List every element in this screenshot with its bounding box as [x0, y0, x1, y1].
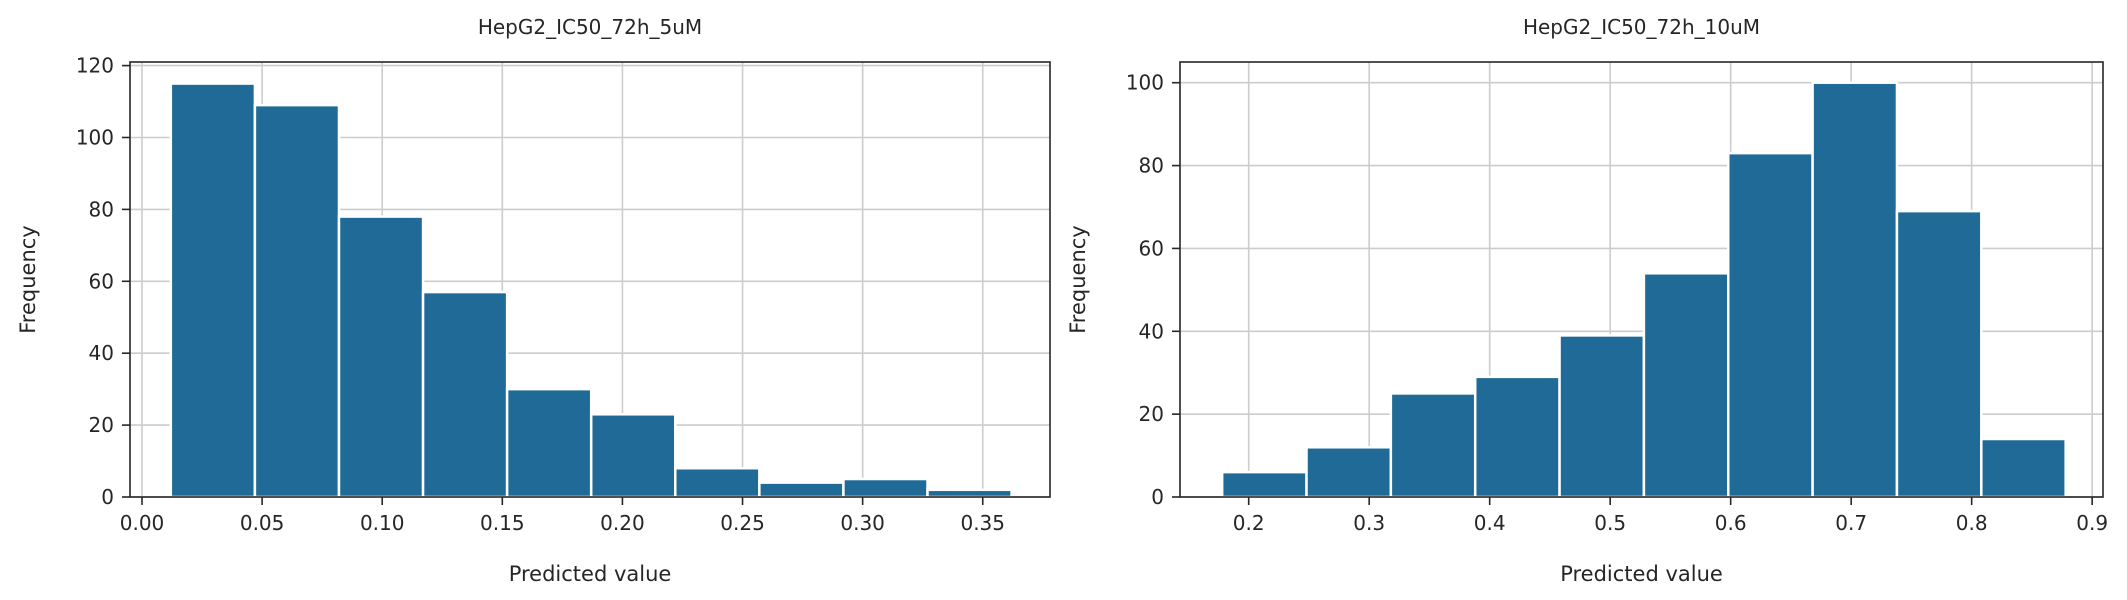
x-tick-label: 0.7: [1835, 511, 1867, 535]
x-tick-label: 0.8: [1956, 511, 1988, 535]
histogram-bar: [842, 477, 929, 499]
histogram-panel-5um: 0.00 0.05 0.10 0.15 0.20 0.25 0.30 0.35 0 20 40 60 8…: [16, 15, 1051, 586]
x-tick-label: 0.6: [1715, 511, 1747, 535]
y-tick-label: 40: [1139, 319, 1164, 343]
y-tick-label: 40: [89, 341, 114, 365]
y-tick-label: 100: [1126, 71, 1164, 95]
y-tick-label: 60: [1139, 236, 1164, 260]
x-tick-label: 0.00: [120, 511, 165, 535]
y-tick-label: 100: [76, 125, 114, 149]
chart-title: HepG2_IC50_72h_5uM: [478, 15, 702, 39]
axes-frame: [1179, 61, 2104, 498]
x-axis-label: Predicted value: [1560, 562, 1723, 586]
axes-frame: [129, 61, 1051, 498]
y-tick-label: 0: [1151, 485, 1164, 509]
x-tick-label: 0.35: [960, 511, 1005, 535]
histogram-bar: [674, 466, 761, 499]
histogram-bar: [758, 481, 845, 499]
histogram-bar: [1473, 375, 1561, 499]
histogram-bar: [1558, 334, 1646, 499]
x-tick-label: 0.20: [600, 511, 645, 535]
histogram-bar: [1220, 470, 1308, 499]
x-tick-label: 0.15: [480, 511, 525, 535]
x-tick-label: 0.25: [720, 511, 765, 535]
histogram-bar: [505, 387, 593, 499]
x-tick-label: 0.5: [1594, 511, 1626, 535]
y-tick-label: 80: [1139, 154, 1164, 178]
y-tick-label: 80: [89, 197, 114, 221]
x-tick-label: 0.3: [1353, 511, 1385, 535]
histogram-bar: [421, 290, 509, 499]
histogram-bar: [1727, 151, 1814, 499]
x-tick-label: 0.9: [2076, 511, 2108, 535]
y-tick-label: 0: [101, 485, 114, 509]
histogram-bar: [1980, 437, 2067, 499]
x-tick-label: 0.05: [240, 511, 285, 535]
histogram-bar: [337, 215, 425, 499]
histogram-bar: [1389, 392, 1477, 499]
histogram-bar: [169, 82, 257, 499]
histogram-bar: [926, 488, 1013, 499]
y-tick-label: 20: [1139, 402, 1164, 426]
x-tick-label: 0.4: [1474, 511, 1506, 535]
histogram-panel-10um: 0.2 0.3 0.4 0.5 0.6 0.7 0.8 0.9 0 20 40 60 80 100 HepG…: [1066, 15, 2108, 586]
chart-title: HepG2_IC50_72h_10uM: [1523, 15, 1760, 39]
histogram-bar: [253, 103, 341, 499]
histogram-bar: [1305, 446, 1393, 499]
histogram-bar: [1642, 272, 1730, 499]
histogram-bar: [589, 413, 677, 499]
x-tick-label: 0.10: [360, 511, 405, 535]
x-tick-label: 0.30: [840, 511, 885, 535]
y-axis-label: Frequency: [16, 225, 40, 334]
y-axis-label: Frequency: [1066, 225, 1090, 334]
x-axis-label: Predicted value: [509, 562, 672, 586]
y-tick-label: 60: [89, 269, 114, 293]
y-tick-label: 120: [76, 54, 114, 78]
histogram-bar: [1895, 209, 1983, 499]
x-tick-label: 0.2: [1233, 511, 1265, 535]
histogram-bar: [1811, 81, 1899, 499]
y-tick-label: 20: [89, 413, 114, 437]
